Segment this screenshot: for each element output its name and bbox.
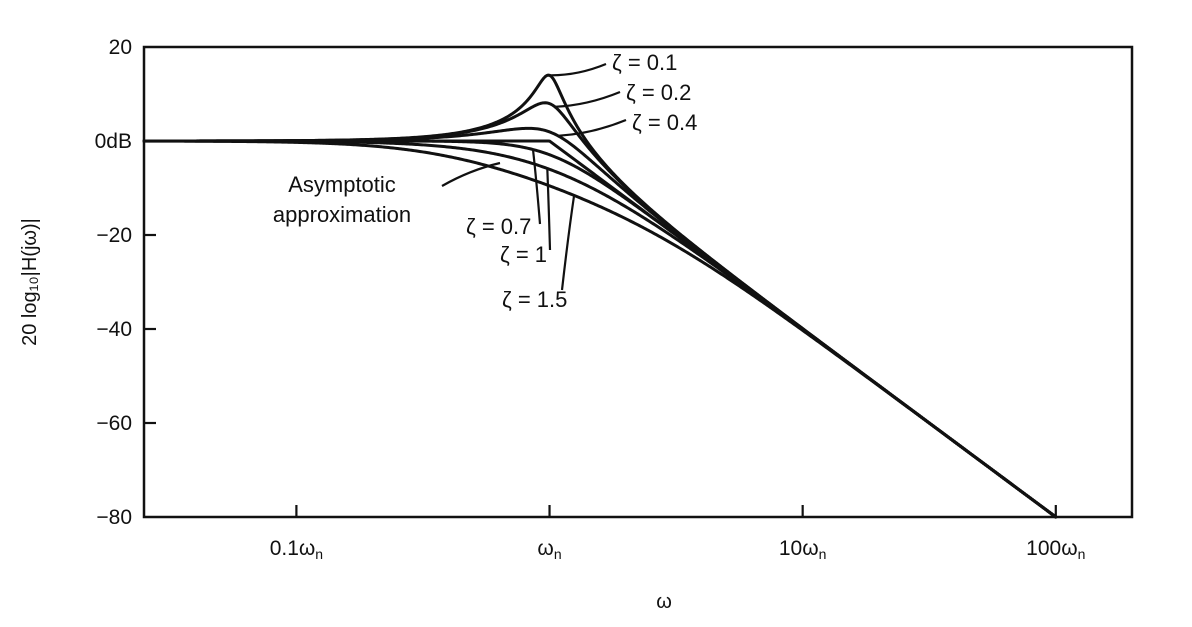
series-line-zeta-0-2 [142,101,1058,519]
series-line-zeta-1 [142,139,1058,519]
leader-zeta-0-4 [557,118,627,137]
leader-asymptotic [441,161,501,187]
leader-zeta-1 [546,168,552,251]
y-tick-label: −60 [96,412,132,435]
x-tick-label: 100ωn [1026,537,1085,562]
leader-zeta-0-7 [531,149,542,225]
y-tick-label: −40 [96,318,132,341]
annotations: ζ = 0.1 ζ = 0.2 ζ = 0.4 ζ = 0.7 ζ = 1 ζ = 1.5… [273,50,697,312]
y-axis-title: 20 log₁₀|H(jω)| [19,218,41,346]
annotation-zeta-1-5: ζ = 1.5 [502,287,567,312]
y-tick-label: −20 [96,224,132,247]
leader-zeta-1-5 [560,195,576,291]
x-tick-label: 10ωn [779,537,827,562]
y-tick-label: −80 [96,506,132,529]
annotation-zeta-0-1: ζ = 0.1 [612,50,677,75]
leader-zeta-0-1 [549,62,607,77]
annotation-zeta-0-4: ζ = 0.4 [632,110,697,135]
annotation-asymptotic: Asymptotic [288,172,396,197]
annotation-zeta-0-2: ζ = 0.2 [626,80,691,105]
annotation-zeta-1: ζ = 1 [500,242,547,267]
annotation-leaders [441,62,627,291]
series-line-asymptotic [142,139,1058,519]
series-line-zeta-0-4 [142,126,1058,519]
y-tick-label: 0dB [95,130,132,153]
plot-frame [142,45,1134,519]
series-line-zeta-1-5 [142,139,1058,519]
annotation-asymptotic-line2: approximation [273,202,411,227]
series-line-zeta-0-7 [142,139,1058,519]
x-tick-label: 0.1ωn [270,537,323,562]
x-tick-label: ωn [537,537,561,562]
series-lines [142,73,1058,519]
leader-zeta-0-2 [554,90,621,108]
axis-ticks [144,139,1057,517]
y-tick-label: 20 [109,36,132,59]
x-axis-title: ω [656,591,672,613]
y-tick-labels: 20 0dB −20 −40 −60 −80 [95,36,132,529]
x-tick-labels: 0.1ωn ωn 10ωn 100ωn [270,537,1086,562]
annotation-zeta-0-7: ζ = 0.7 [466,214,531,239]
